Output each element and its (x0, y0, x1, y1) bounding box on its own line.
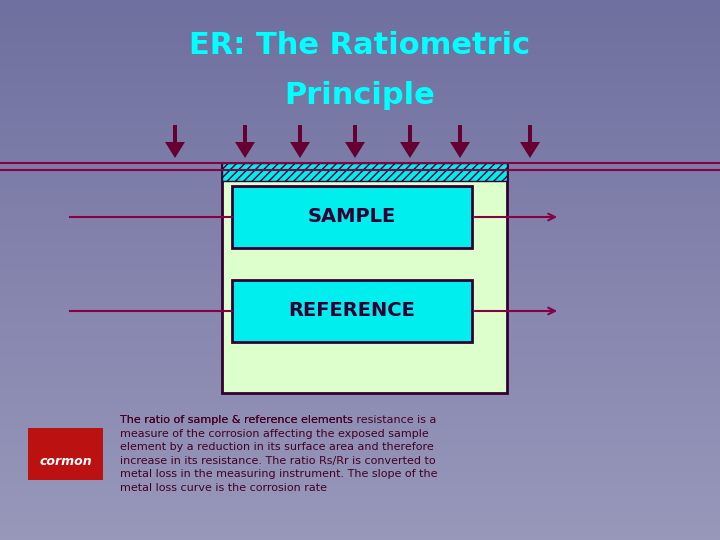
Bar (243, 125, 247, 144)
Bar (28, 428, 103, 480)
Text: The ratio of sample & reference elements: The ratio of sample & reference elements (120, 415, 356, 425)
Bar (408, 125, 412, 144)
Text: SAMPLE: SAMPLE (308, 207, 396, 226)
Bar (458, 125, 462, 144)
Text: Principle: Principle (284, 80, 436, 110)
Bar (222, 163, 507, 181)
Polygon shape (235, 142, 255, 158)
Text: cormon: cormon (39, 455, 92, 468)
Text: ER: The Ratiometric: ER: The Ratiometric (189, 30, 531, 59)
Bar (222, 163, 507, 393)
Bar (232, 280, 472, 342)
Bar (528, 125, 532, 144)
Polygon shape (345, 142, 365, 158)
Polygon shape (165, 142, 185, 158)
Bar (232, 186, 472, 248)
Text: The ratio of sample & reference elements resistance is a
measure of the corrosio: The ratio of sample & reference elements… (120, 415, 438, 493)
Polygon shape (290, 142, 310, 158)
Polygon shape (400, 142, 420, 158)
Bar (173, 125, 177, 144)
Polygon shape (450, 142, 470, 158)
Polygon shape (520, 142, 540, 158)
Bar (353, 125, 357, 144)
Bar (298, 125, 302, 144)
Text: REFERENCE: REFERENCE (289, 301, 415, 321)
